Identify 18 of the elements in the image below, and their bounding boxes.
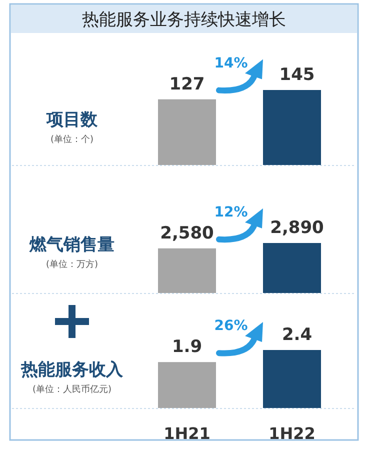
- text: 12%: [214, 204, 248, 220]
- text: 26%: [214, 318, 248, 334]
- data-label: 2,580: [160, 223, 214, 244]
- text: (单位：人民币亿元): [32, 384, 112, 395]
- data-label: 145: [279, 65, 315, 85]
- x-tick-label: 1H21: [164, 424, 210, 443]
- data-label: 1.9: [172, 337, 202, 358]
- chart-title: 热能服务业务持续快速增长: [82, 10, 286, 30]
- data-label: 127: [169, 74, 205, 94]
- data-label: 2.4: [282, 325, 312, 345]
- text: (单位：个): [50, 134, 94, 145]
- data-label: 2,890: [270, 218, 324, 238]
- y-axis-title: 热能服务收入: [20, 360, 124, 380]
- y-axis-title: 燃气销售量: [28, 235, 114, 255]
- text: (单位：万方): [46, 259, 98, 270]
- y-axis-title: 项目数: [46, 110, 98, 130]
- text: 14%: [214, 55, 248, 72]
- x-tick-label: 1H22: [268, 424, 316, 443]
